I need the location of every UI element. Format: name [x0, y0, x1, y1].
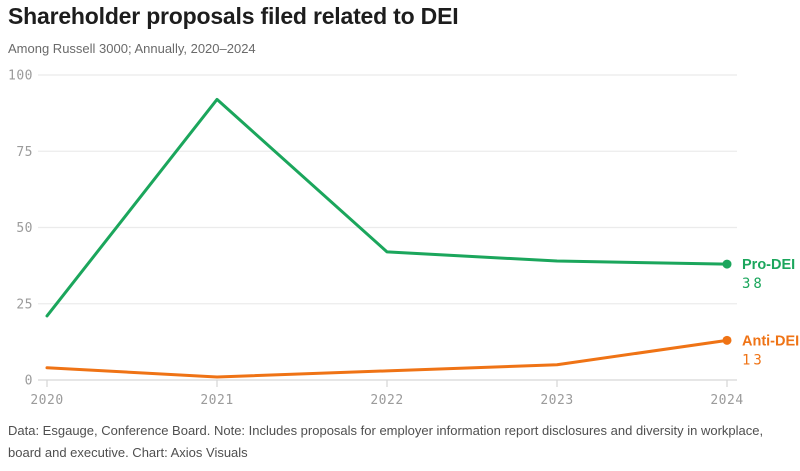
y-tick-label-25: 25 — [16, 297, 33, 312]
series-label-pro-dei: Pro-DEI — [742, 257, 795, 273]
series-line-anti-dei — [45, 338, 729, 379]
series-line-pro-dei — [45, 97, 729, 318]
chart-title: Shareholder proposals filed related to D… — [8, 3, 459, 29]
chart-subtitle: Among Russell 3000; Annually, 2020–2024 — [8, 41, 256, 56]
y-tick-label-50: 50 — [16, 221, 33, 236]
chart-footnote: Data: Esgauge, Conference Board. Note: I… — [8, 423, 764, 460]
y-tick-label-0: 0 — [25, 374, 33, 389]
end-dot-pro-dei — [722, 259, 732, 269]
series-value-anti-dei: 13 — [742, 352, 765, 368]
x-tick-label-2024: 2024 — [710, 393, 743, 408]
y-tick-label-100: 100 — [8, 69, 33, 84]
x-tick-label-2021: 2021 — [200, 393, 233, 408]
end-dot-anti-dei — [722, 335, 732, 345]
y-tick-label-75: 75 — [16, 145, 33, 160]
x-tick-label-2020: 2020 — [30, 393, 63, 408]
series-label-anti-dei: Anti-DEI — [742, 333, 799, 349]
series-value-pro-dei: 38 — [742, 276, 765, 292]
x-tick-label-2023: 2023 — [540, 393, 573, 408]
x-tick-label-2022: 2022 — [370, 393, 403, 408]
